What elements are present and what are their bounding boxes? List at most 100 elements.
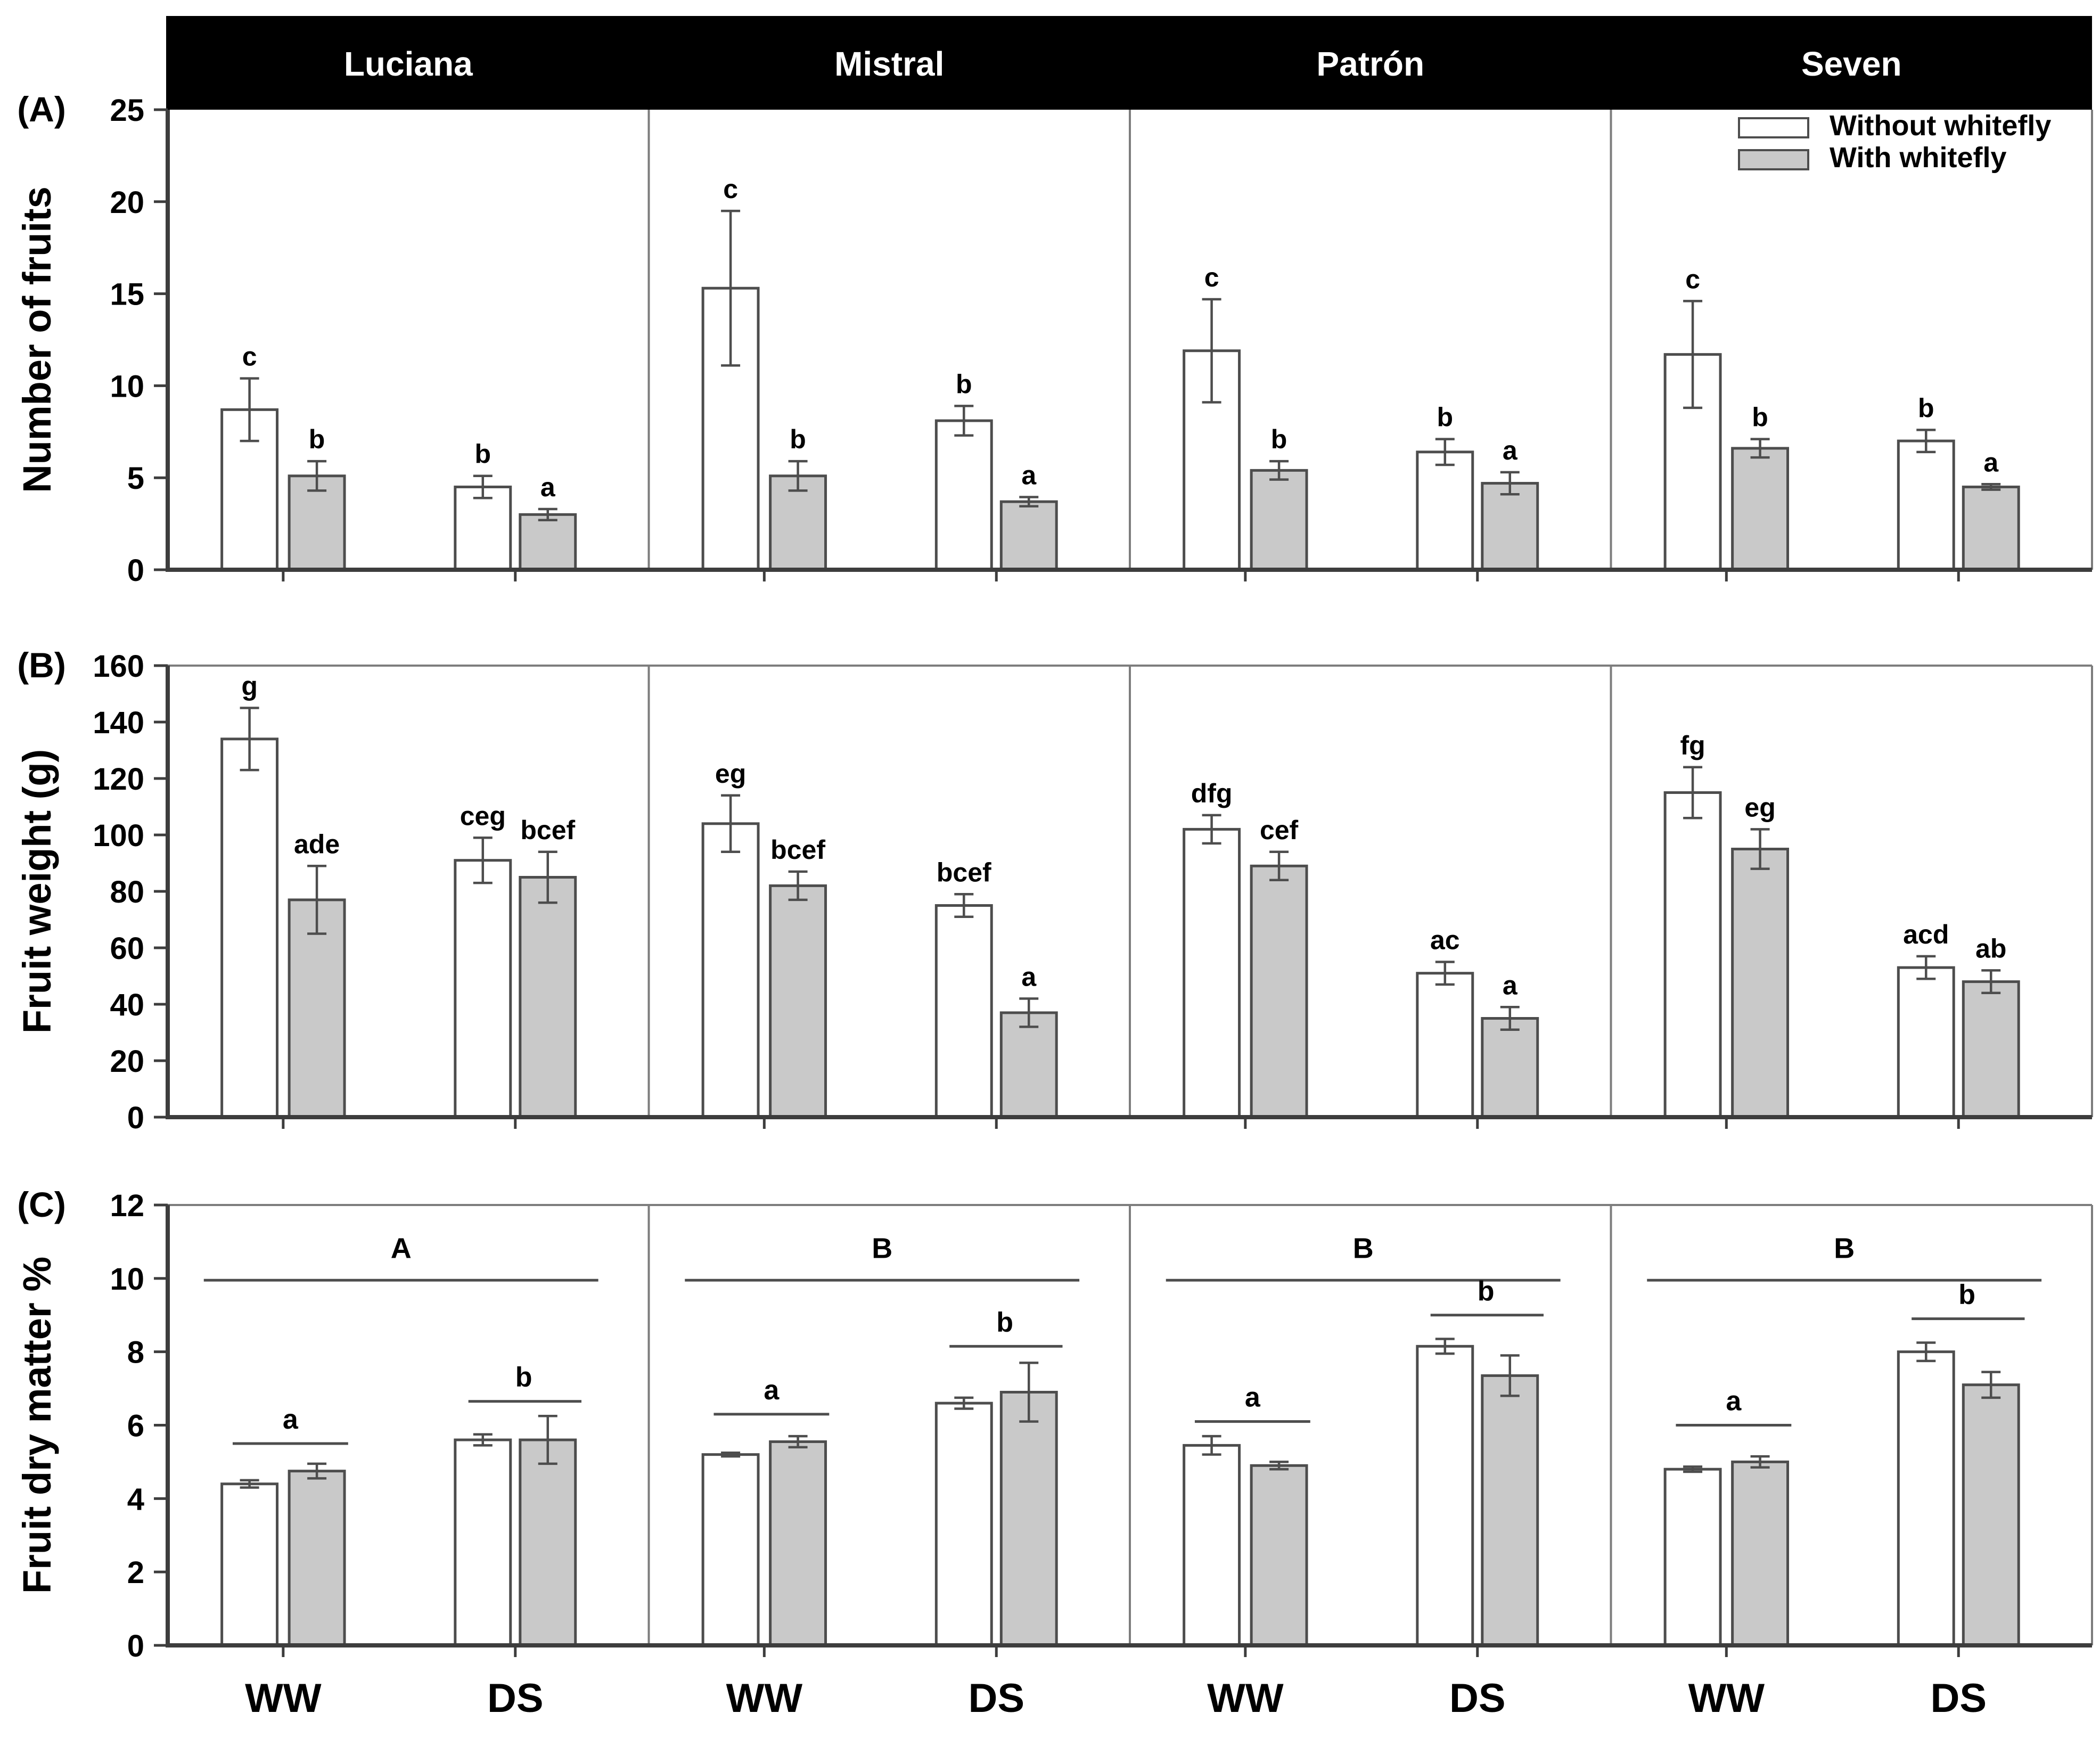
error-bar-mistral-ds-without-whitefly [954,893,974,918]
x-group-label-luciana-ww: WW [245,1676,322,1721]
cultivar-header-band [166,16,2092,110]
error-bar-mistral-ww-without-whitefly [721,794,741,854]
bar-patron-ww-with-whitefly [1250,469,1308,571]
cultivar-header-label-seven: Seven [1801,45,1902,83]
y-tick-label: 140 [93,706,144,740]
sig-letter-mistral-ww-with-whitefly: b [790,424,806,454]
x-group-label-seven-ds: DS [1930,1676,1987,1721]
bar-mistral-ww-with-whitefly [769,884,827,1119]
panel-A-patron: c b b a [1183,263,1539,581]
error-bar-mistral-ww-without-whitefly [721,1451,741,1458]
y-tick-label: 120 [93,762,144,797]
sig-letter-patron-ww-with-whitefly: b [1271,424,1287,454]
error-bar-seven-ww-without-whitefly [1683,300,1703,409]
bar-luciana-ds-without-whitefly [454,859,512,1119]
error-bar-luciana-ds-with-whitefly [538,1415,557,1465]
error-bar-patron-ds-without-whitefly [1435,1338,1455,1355]
error-bar-luciana-ww-without-whitefly [240,377,259,442]
bar-patron-ww-with-whitefly [1250,864,1308,1119]
y-tick-label: 25 [110,93,144,128]
bar-luciana-ww-without-whitefly [220,1482,279,1647]
sig-letter-patron-ds-with-whitefly: a [1503,970,1518,1000]
error-bar-patron-ds-with-whitefly [1500,1354,1520,1397]
sig-letter-luciana-ww-with-whitefly: b [309,424,325,454]
bar-seven-ds-without-whitefly [1897,439,1955,571]
sig-letter-mistral-ds-without-whitefly: b [956,369,972,399]
y-tick-label: 20 [110,185,144,220]
error-bar-luciana-ww-with-whitefly [307,865,327,935]
bar-seven-ds-with-whitefly [1962,485,2020,571]
sig-letter-seven-ds-without-whitefly: b [1918,393,1934,423]
error-bar-patron-ww-with-whitefly [1269,850,1289,882]
error-bar-seven-ww-without-whitefly [1683,766,1703,819]
sig-letter-seven-ds-with-whitefly: ab [1975,933,2006,963]
y-tick-label: 5 [127,461,144,496]
panel-B-mistral: eg bcef bcef a [701,759,1058,1129]
sig-group-letter-ww-seven: a [1726,1386,1742,1417]
sig-letter-patron-ds-without-whitefly: ac [1430,925,1460,955]
bar-seven-ds-without-whitefly [1897,1350,1955,1647]
error-bar-patron-ww-with-whitefly [1269,460,1289,481]
y-axis-title-fruit-dry-matter-%: Fruit dry matter % [15,1257,59,1594]
bar-patron-ww-without-whitefly [1183,827,1241,1119]
panel-B-seven: fg eg acd ab [1663,731,2020,1129]
sig-letter-seven-ww-without-whitefly: fg [1680,731,1705,760]
x-group-label-mistral-ww: WW [726,1676,803,1721]
y-tick-label: 2 [127,1555,144,1590]
error-bar-luciana-ds-with-whitefly [538,507,557,521]
cultivar-header-label-patron: Patrón [1316,45,1424,83]
panel-C-patron: Ba b WW DS [1166,1232,1561,1721]
bar-mistral-ds-with-whitefly [999,1011,1058,1119]
sig-letter-mistral-ww-with-whitefly: bcef [770,835,825,865]
bar-seven-ww-with-whitefly [1731,848,1790,1119]
bar-mistral-ds-without-whitefly [934,904,993,1119]
panel-C-seven: Ba b WW DS [1647,1232,2042,1721]
panel-row-C: Aa b WW DS Ba b WW DS Ba b WW DS Ba b WW DS 0 2 4 6 8 10 12 Fru… [15,1185,2093,1721]
sig-letter-seven-ds-without-whitefly: acd [1903,920,1949,949]
y-tick-label: 12 [110,1188,144,1223]
y-tick-label: 40 [110,988,144,1022]
error-bar-luciana-ww-without-whitefly [240,707,259,772]
y-tick-label: 8 [127,1335,144,1370]
error-bar-seven-ds-without-whitefly [1916,1341,1936,1363]
bar-mistral-ds-with-whitefly [999,1390,1058,1647]
error-bar-mistral-ww-with-whitefly [788,1434,808,1449]
error-bar-patron-ww-with-whitefly [1269,1461,1289,1471]
y-tick-label: 60 [110,931,144,966]
bar-patron-ds-with-whitefly [1481,1374,1539,1647]
bar-luciana-ww-with-whitefly [288,1470,346,1647]
sig-letter-mistral-ds-without-whitefly: bcef [937,857,991,887]
bar-mistral-ww-without-whitefly [701,822,760,1119]
bar-seven-ww-without-whitefly [1663,1468,1722,1647]
error-bar-luciana-ds-without-whitefly [473,837,493,884]
x-group-label-luciana-ds: DS [487,1676,544,1721]
panel-letter-b: (B) [17,645,66,685]
bar-patron-ww-without-whitefly [1183,1444,1241,1647]
error-bar-mistral-ww-with-whitefly [788,460,808,492]
sig-letter-patron-ds-without-whitefly: b [1437,403,1454,432]
sig-panel-letter-seven: B [1834,1232,1855,1264]
x-group-label-seven-ww: WW [1688,1676,1765,1721]
sig-group-letter-ds-mistral: b [996,1307,1013,1338]
error-bar-seven-ds-without-whitefly [1916,955,1936,980]
y-tick-label: 6 [127,1409,144,1444]
y-tick-label: 100 [93,818,144,853]
y-tick-label: 10 [110,1262,144,1297]
error-bar-luciana-ds-with-whitefly [538,850,557,904]
y-tick-label: 4 [127,1482,144,1517]
sig-group-letter-ww-patron: a [1245,1382,1261,1413]
error-bar-patron-ww-without-whitefly [1202,298,1221,404]
sig-group-letter-ww-mistral: a [764,1375,780,1406]
sig-letter-mistral-ds-with-whitefly: a [1021,962,1037,991]
bar-luciana-ww-without-whitefly [220,737,279,1119]
legend-swatch-without-whitefly [1738,117,1809,138]
y-tick-label: 80 [110,875,144,909]
error-bar-seven-ww-with-whitefly [1750,438,1770,459]
bar-patron-ww-with-whitefly [1250,1464,1308,1647]
sig-letter-luciana-ds-without-whitefly: b [475,439,491,469]
panel-C-mistral: Ba b WW DS [685,1232,1080,1721]
bar-mistral-ww-with-whitefly [769,1440,827,1647]
bar-seven-ww-with-whitefly [1731,1460,1790,1647]
